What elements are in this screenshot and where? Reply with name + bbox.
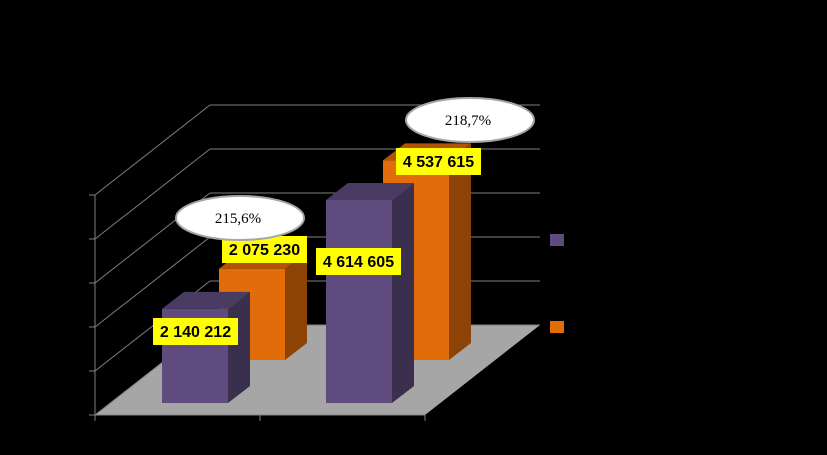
data-label-series-2-item-1: 2 075 230 — [222, 236, 307, 263]
bar-series-1-item-1 — [162, 291, 250, 403]
bar-top-face — [162, 291, 250, 309]
gridline-side — [94, 104, 211, 196]
data-label-series-2-item-2: 4 537 615 — [396, 148, 481, 175]
growth-ellipse — [175, 195, 305, 241]
legend-marker-series-1 — [550, 234, 564, 246]
bar-side-face — [285, 251, 307, 360]
bar-side-face — [392, 182, 414, 403]
bar-series-1-item-2 — [326, 182, 414, 403]
data-label-series-1-item-1: 2 140 212 — [153, 318, 238, 345]
growth-label-2: 218,7% — [405, 97, 535, 143]
gridline-side — [94, 236, 211, 328]
growth-label-1: 215,6% — [175, 195, 305, 241]
data-label-text: 2 075 230 — [229, 242, 300, 259]
data-label-text: 4 614 605 — [323, 254, 394, 271]
data-label-box — [316, 248, 401, 275]
legend-marker-series-2 — [550, 321, 564, 333]
bar-side-face — [449, 143, 471, 360]
chart-walls — [94, 195, 540, 421]
bar-side-face — [228, 291, 250, 403]
data-label-text: 2 140 212 — [160, 324, 231, 341]
data-label-series-1-item-2: 4 614 605 — [316, 248, 401, 275]
growth-label-text: 218,7% — [445, 113, 491, 129]
data-labels: 2 075 230 4 537 615 2 140 212 4 614 605 215,… — [153, 97, 535, 345]
data-label-box — [396, 148, 481, 175]
data-label-text: 4 537 615 — [403, 154, 474, 171]
growth-ellipse — [405, 97, 535, 143]
gridline-side — [94, 148, 211, 240]
growth-label-text: 215,6% — [215, 211, 261, 227]
bar-front-face — [326, 199, 392, 403]
bar-top-face — [326, 182, 414, 200]
data-label-box — [153, 318, 238, 345]
